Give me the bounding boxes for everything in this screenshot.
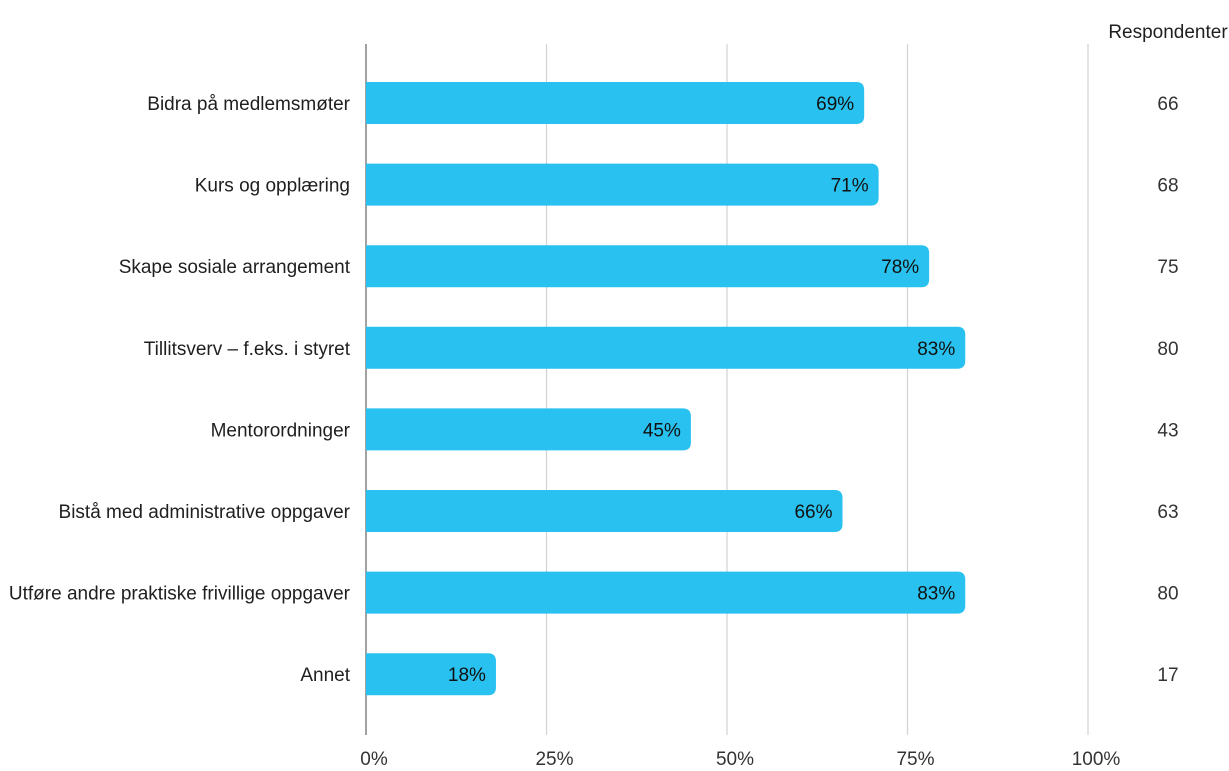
x-tick-label: 100% xyxy=(1072,749,1121,770)
category-label: Skape sosiale arrangement xyxy=(119,257,351,278)
x-tick-label: 75% xyxy=(896,749,934,770)
respondent-count: 68 xyxy=(1157,176,1178,197)
respondent-count: 43 xyxy=(1157,420,1178,441)
bar-value-label: 71% xyxy=(831,176,869,197)
respondent-count: 80 xyxy=(1157,339,1178,360)
bar-value-label: 66% xyxy=(794,502,832,523)
respondent-count: 63 xyxy=(1157,502,1178,523)
value-labels: 69% 71% 78% 83% 45% 66% 83% 18% xyxy=(448,94,955,686)
bar-value-label: 83% xyxy=(917,339,955,360)
gridlines xyxy=(365,44,1089,735)
category-label: Mentorordninger xyxy=(211,420,351,441)
bar-value-label: 78% xyxy=(881,257,919,278)
x-tick-label: 50% xyxy=(716,749,754,770)
bar xyxy=(366,82,865,124)
x-tick-label: 0% xyxy=(360,749,388,770)
bar xyxy=(366,571,966,614)
category-label: Tillitsverv – f.eks. i styret xyxy=(144,339,351,360)
respondent-count: 80 xyxy=(1157,584,1178,605)
category-label: Bidra på medlemsmøter xyxy=(147,94,350,115)
bar xyxy=(366,326,966,369)
category-label: Annet xyxy=(300,665,350,686)
x-axis-ticks: 0% 25% 50% 75% 100% xyxy=(360,749,1120,770)
respondent-count: 75 xyxy=(1157,257,1178,278)
bar xyxy=(366,653,496,696)
category-label: Utføre andre praktiske frivillige oppgav… xyxy=(9,584,351,605)
bar xyxy=(366,490,843,532)
x-tick-label: 25% xyxy=(535,749,573,770)
category-label: Kurs og opplæring xyxy=(195,176,350,197)
category-label: Bistå med administrative oppgaver xyxy=(59,502,351,523)
respondents-column: Respondenter 66 68 75 80 43 63 80 17 xyxy=(1108,22,1228,686)
category-labels: Bidra på medlemsmøter Kurs og opplæring Sk… xyxy=(9,94,351,686)
bar-value-label: 45% xyxy=(643,420,681,441)
bar-value-label: 18% xyxy=(448,665,486,686)
respondent-count: 66 xyxy=(1157,94,1178,115)
bar xyxy=(366,163,879,206)
bar-value-label: 83% xyxy=(917,584,955,605)
respondent-count: 17 xyxy=(1157,665,1178,686)
bar xyxy=(366,408,691,451)
bar-value-label: 69% xyxy=(816,94,854,115)
bar xyxy=(366,245,930,288)
bars xyxy=(366,82,966,696)
respondents-header: Respondenter xyxy=(1108,22,1228,43)
